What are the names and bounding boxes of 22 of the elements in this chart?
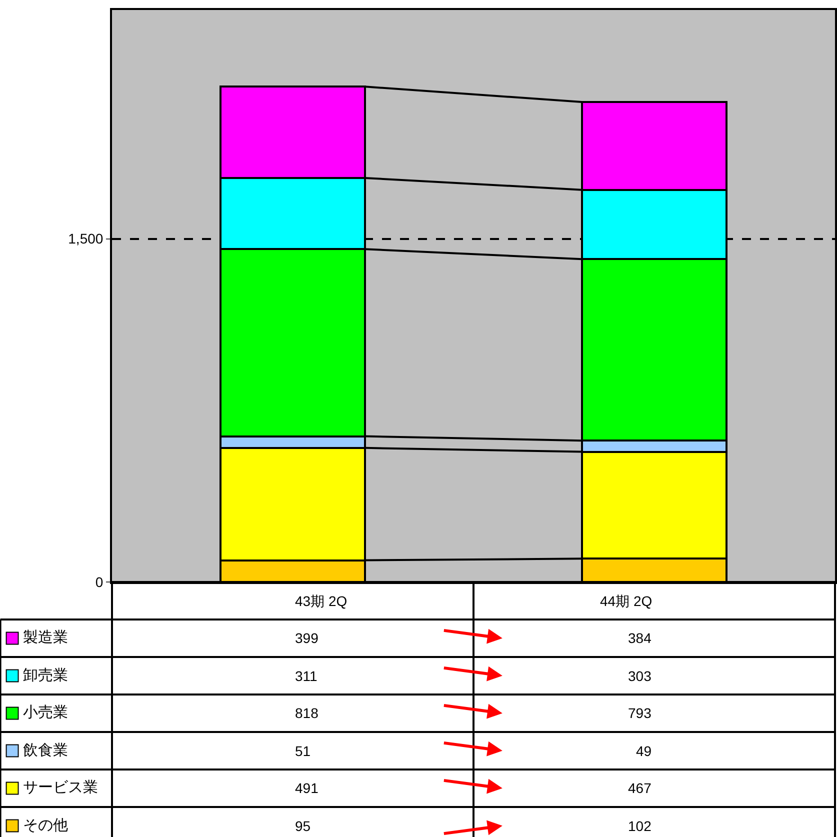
data-label: 384 (628, 630, 652, 646)
x-tick-label: 44期 2Q (600, 593, 652, 609)
legend-label: その他 (23, 817, 68, 834)
data-label: 399 (295, 630, 319, 646)
data-label: 95 (295, 818, 311, 834)
data-label: 467 (628, 780, 652, 796)
data-label: 491 (295, 780, 319, 796)
legend-label: 小売業 (23, 704, 68, 721)
data-label: 311 (295, 668, 318, 684)
legend-label: 飲食業 (23, 742, 68, 759)
data-label: 51 (295, 743, 311, 759)
legend-label: 製造業 (23, 629, 68, 646)
y-tick-label: 0 (95, 574, 104, 590)
legend-label: 卸売業 (23, 667, 68, 684)
legend-label: サービス業 (23, 779, 98, 796)
data-label: 818 (295, 705, 319, 721)
y-tick-label: 1,500 (68, 230, 104, 247)
x-tick-label: 43期 2Q (295, 593, 348, 609)
data-label: 102 (628, 818, 652, 834)
data-label: 793 (628, 705, 652, 721)
data-label: 49 (636, 743, 652, 759)
data-label: 303 (628, 668, 652, 684)
